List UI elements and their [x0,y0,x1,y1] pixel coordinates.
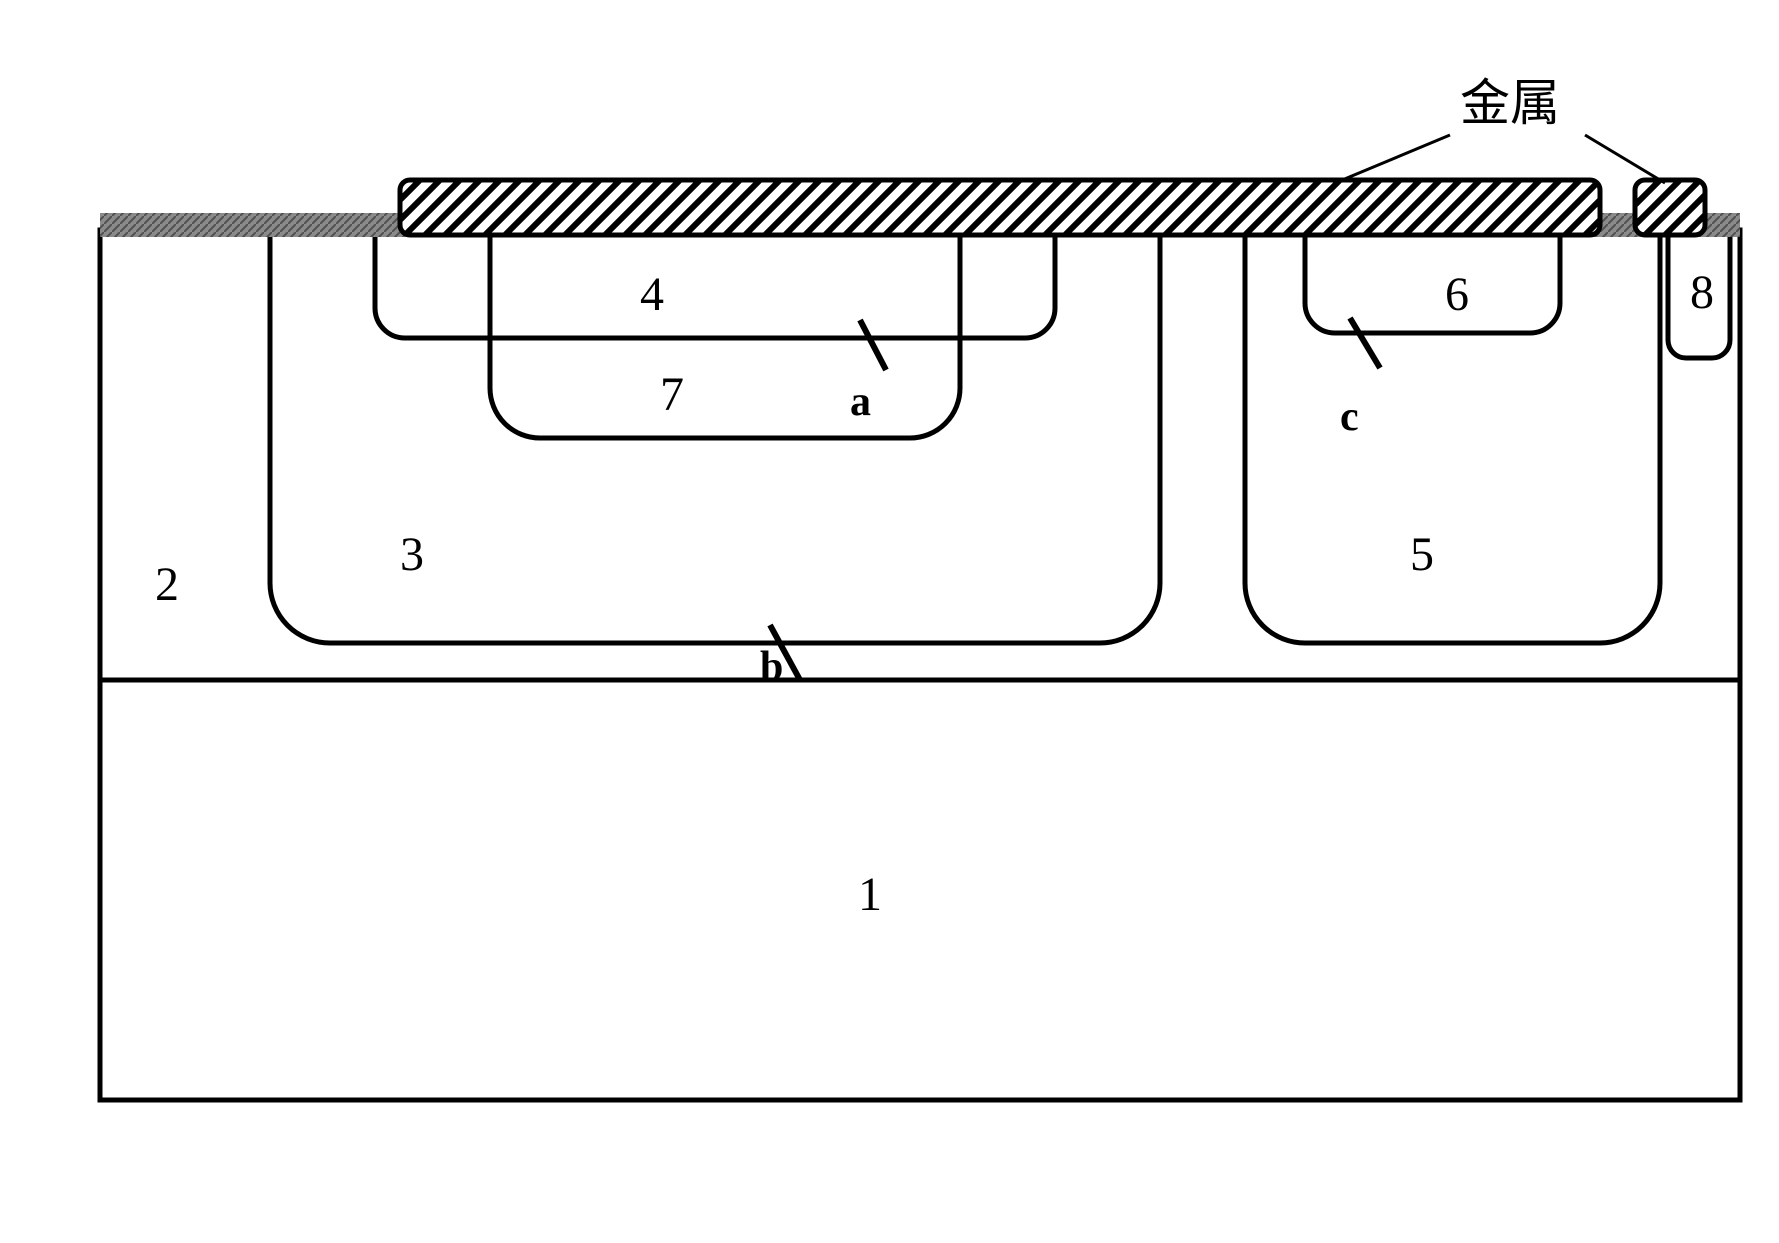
svg-text:c: c [1340,394,1359,440]
svg-text:b: b [760,644,783,690]
label-1: 1 [858,868,882,921]
junction-c: c [1340,318,1380,440]
label-4: 4 [640,268,664,321]
label-3: 3 [400,528,424,581]
label-8: 8 [1690,266,1714,319]
label-5: 5 [1410,528,1434,581]
label-7: 7 [660,368,684,421]
metal-leader-right [1585,135,1665,183]
metal-label: 金属 [1460,75,1560,131]
metal-bar-right [1635,180,1705,235]
diagram-canvas: 金属 1 2 3 4 5 6 7 8 a b c [40,40,1779,1203]
diagram-svg: 金属 1 2 3 4 5 6 7 8 a b c [40,40,1779,1203]
metal-leader-left [1335,135,1450,183]
label-6: 6 [1445,268,1469,321]
metal-bars [400,180,1705,235]
metal-bar-main [400,180,1600,235]
svg-text:a: a [850,379,871,425]
label-2: 2 [155,558,179,611]
outer-box [100,230,1740,1100]
